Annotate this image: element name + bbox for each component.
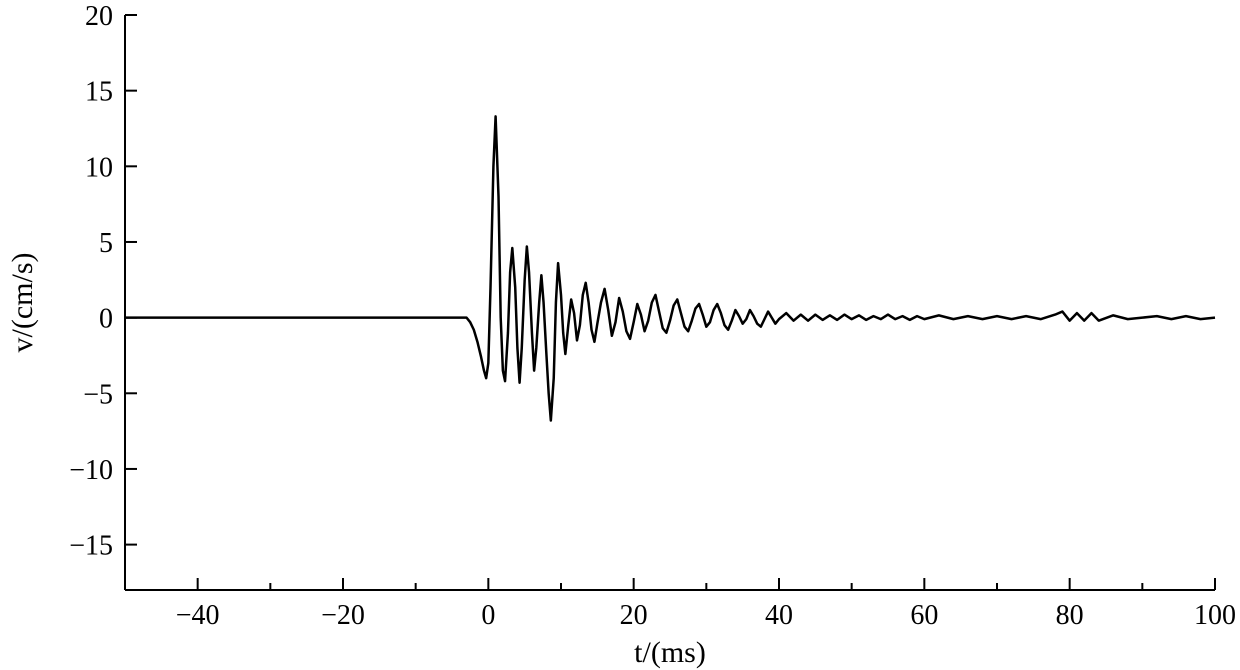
x-tick-label: 0 xyxy=(481,600,495,631)
y-tick-label: −15 xyxy=(69,531,113,562)
x-axis-label: t/(ms) xyxy=(634,636,706,669)
x-tick-label: −20 xyxy=(321,600,365,631)
y-tick-label: 10 xyxy=(85,152,113,183)
chart-svg: −40 −20 0 20 40 60 80 100 −15 −10 −5 0 5 10 15 20 t/(ms)… xyxy=(0,0,1240,670)
x-tick-label: 40 xyxy=(765,600,793,631)
y-tick-label: 0 xyxy=(99,304,113,335)
x-tick-label: 80 xyxy=(1056,600,1084,631)
x-tick-label: 100 xyxy=(1194,600,1236,631)
y-axis-label: v/(cm/s) xyxy=(6,253,39,353)
x-tick-label: 20 xyxy=(620,600,648,631)
y-tick-label: 5 xyxy=(99,228,113,259)
velocity-time-chart: −40 −20 0 20 40 60 80 100 −15 −10 −5 0 5 10 15 20 t/(ms)… xyxy=(0,0,1240,670)
x-tick-label: 60 xyxy=(910,600,938,631)
x-tick-label: −40 xyxy=(176,600,220,631)
y-tick-label: −10 xyxy=(69,455,113,486)
y-tick-label: 20 xyxy=(85,1,113,32)
signal-trace xyxy=(125,116,1215,420)
y-tick-label: 15 xyxy=(85,77,113,108)
y-tick-label: −5 xyxy=(83,379,113,410)
